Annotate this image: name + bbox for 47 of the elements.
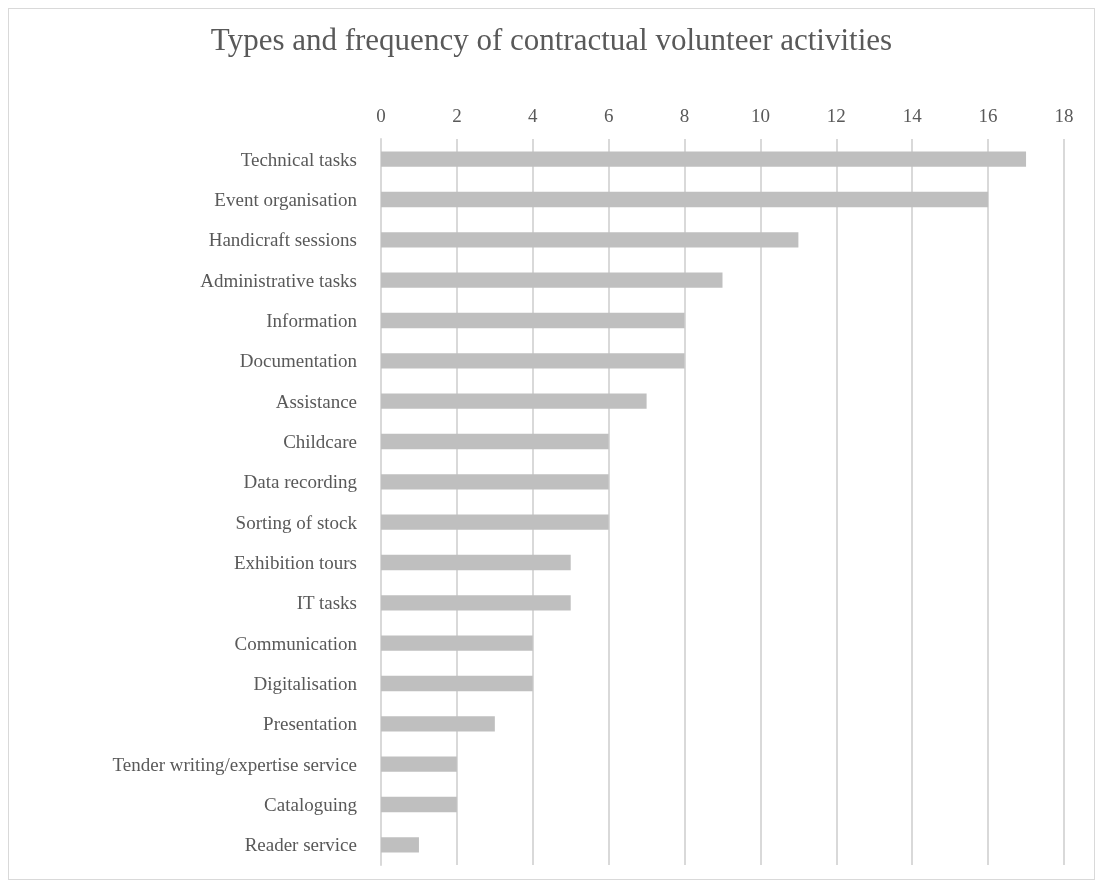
y-tick-label: Presentation <box>263 713 358 735</box>
y-tick-label: Documentation <box>239 350 358 372</box>
y-tick-label: Assistance <box>275 390 357 412</box>
y-tick-label: Cataloguing <box>264 794 358 815</box>
bar <box>381 796 457 813</box>
x-tick-label: 6 <box>603 105 614 126</box>
bar <box>381 393 647 409</box>
y-tick-label: Communication <box>234 632 358 654</box>
y-tick-label: Event organisation <box>214 189 358 210</box>
y-tick-label: Childcare <box>283 431 357 452</box>
x-tick-label: 8 <box>679 105 690 126</box>
bar <box>381 756 457 772</box>
y-tick-label: IT tasks <box>296 592 357 614</box>
bar <box>381 595 571 611</box>
bar <box>381 312 685 329</box>
x-tick-label: 18 <box>1054 105 1074 126</box>
x-tick-label: 12 <box>826 105 846 126</box>
y-tick-label: Sorting of stock <box>235 511 358 533</box>
bar <box>381 191 989 208</box>
y-tick-label: Information <box>266 310 358 331</box>
bar <box>381 554 571 571</box>
x-tick-label: 0 <box>376 105 386 126</box>
bar <box>381 474 609 490</box>
bar <box>381 433 609 450</box>
bar <box>381 151 1027 167</box>
y-tick-label: Handicraft sessions <box>208 229 357 251</box>
y-tick-label: Reader service <box>244 834 357 856</box>
bar <box>381 716 495 732</box>
y-tick-label: Tender writing/expertise service <box>112 753 357 775</box>
bar <box>381 837 419 853</box>
bar <box>381 675 533 692</box>
x-tick-label: 2 <box>452 105 462 126</box>
x-tick-label: 10 <box>750 105 770 126</box>
y-tick-label: Digitalisation <box>253 673 358 694</box>
x-tick-label: 16 <box>978 105 998 126</box>
chart-title: Types and frequency of contractual volunteer activities <box>210 22 893 57</box>
bar <box>381 353 685 369</box>
y-tick-label: Exhibition tours <box>234 552 357 573</box>
x-tick-label: 14 <box>902 105 923 126</box>
bar <box>381 232 799 248</box>
bar <box>381 635 533 651</box>
bar <box>381 514 609 530</box>
y-tick-label: Administrative tasks <box>200 269 357 291</box>
bar <box>381 272 723 288</box>
x-tick-label: 4 <box>528 105 539 126</box>
y-tick-label: Technical tasks <box>240 148 357 170</box>
y-tick-label: Data recording <box>243 471 358 493</box>
